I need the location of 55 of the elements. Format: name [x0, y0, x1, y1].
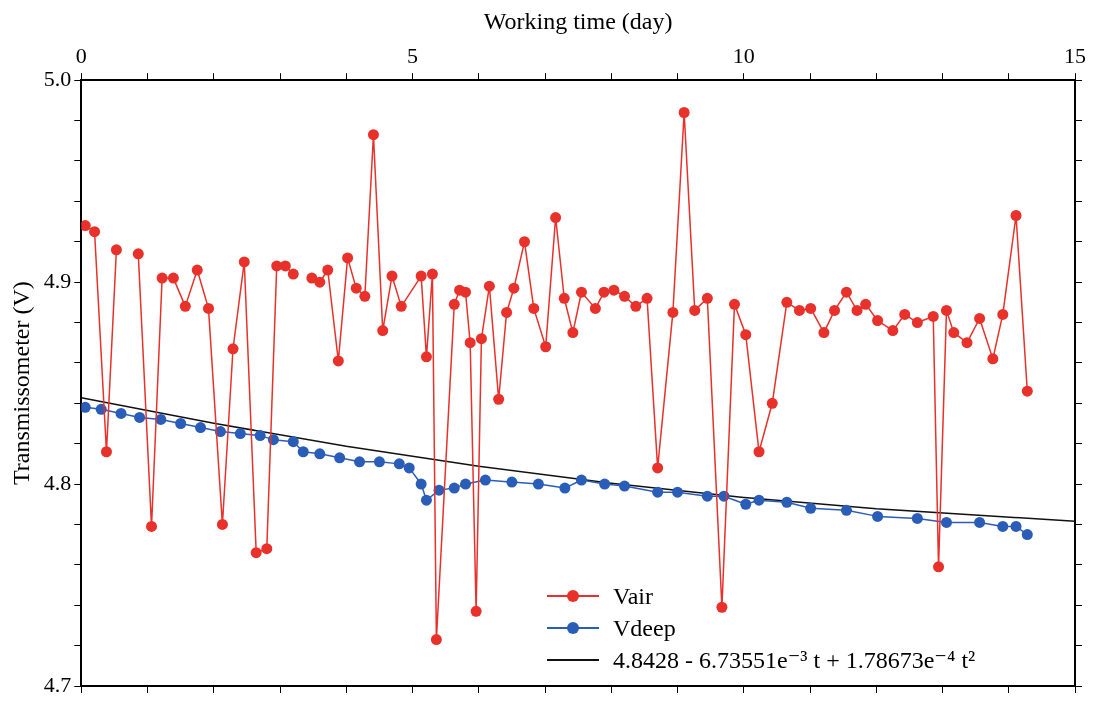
point: [997, 520, 1009, 532]
point: [672, 486, 684, 498]
y-tick-label: 4.9: [43, 267, 72, 293]
point: [373, 456, 385, 468]
point: [805, 502, 817, 514]
point: [287, 436, 299, 448]
legend-label: Vair: [613, 582, 653, 610]
y-tick-label: 4.8: [43, 469, 72, 495]
point: [559, 482, 571, 494]
point: [575, 474, 587, 486]
point: [940, 516, 952, 528]
point: [115, 407, 127, 419]
point: [652, 486, 664, 498]
point: [403, 462, 415, 474]
point: [460, 478, 472, 490]
point: [420, 494, 432, 506]
y-axis-title: Transmissometer (V): [7, 281, 34, 485]
legend-label: 4.8428 - 6.73551e⁻³ t + 1.78673e⁻⁴ t²: [613, 646, 976, 674]
point: [175, 417, 187, 429]
y-tick-label: 4.7: [43, 671, 72, 697]
point: [532, 478, 544, 490]
point: [393, 458, 405, 470]
point: [974, 516, 986, 528]
point: [195, 422, 207, 434]
point: [872, 510, 884, 522]
point: [214, 426, 226, 438]
legend-label: Vdeep: [613, 614, 676, 642]
point: [740, 498, 752, 510]
point: [506, 476, 518, 488]
point: [334, 452, 346, 464]
x-tick-label: 15: [1064, 42, 1086, 68]
point: [781, 496, 793, 508]
point: [479, 474, 491, 486]
y-tick-label: 5.0: [43, 65, 72, 91]
x-tick-label: 0: [75, 42, 87, 68]
point: [911, 512, 923, 524]
point: [619, 480, 631, 492]
point: [354, 456, 366, 468]
point: [81, 401, 91, 413]
point: [415, 478, 427, 490]
point: [134, 411, 146, 423]
point: [297, 446, 309, 458]
point: [234, 428, 246, 440]
point: [840, 504, 852, 516]
point: [599, 478, 611, 490]
x-tick-label: 5: [407, 42, 419, 68]
point: [1010, 520, 1022, 532]
point: [701, 490, 713, 502]
x-tick-label: 10: [732, 42, 755, 68]
x-axis-title: Working time (day): [483, 7, 673, 34]
point: [448, 482, 460, 494]
point: [753, 494, 765, 506]
point: [314, 448, 326, 460]
point: [1021, 529, 1033, 541]
point: [254, 430, 266, 442]
